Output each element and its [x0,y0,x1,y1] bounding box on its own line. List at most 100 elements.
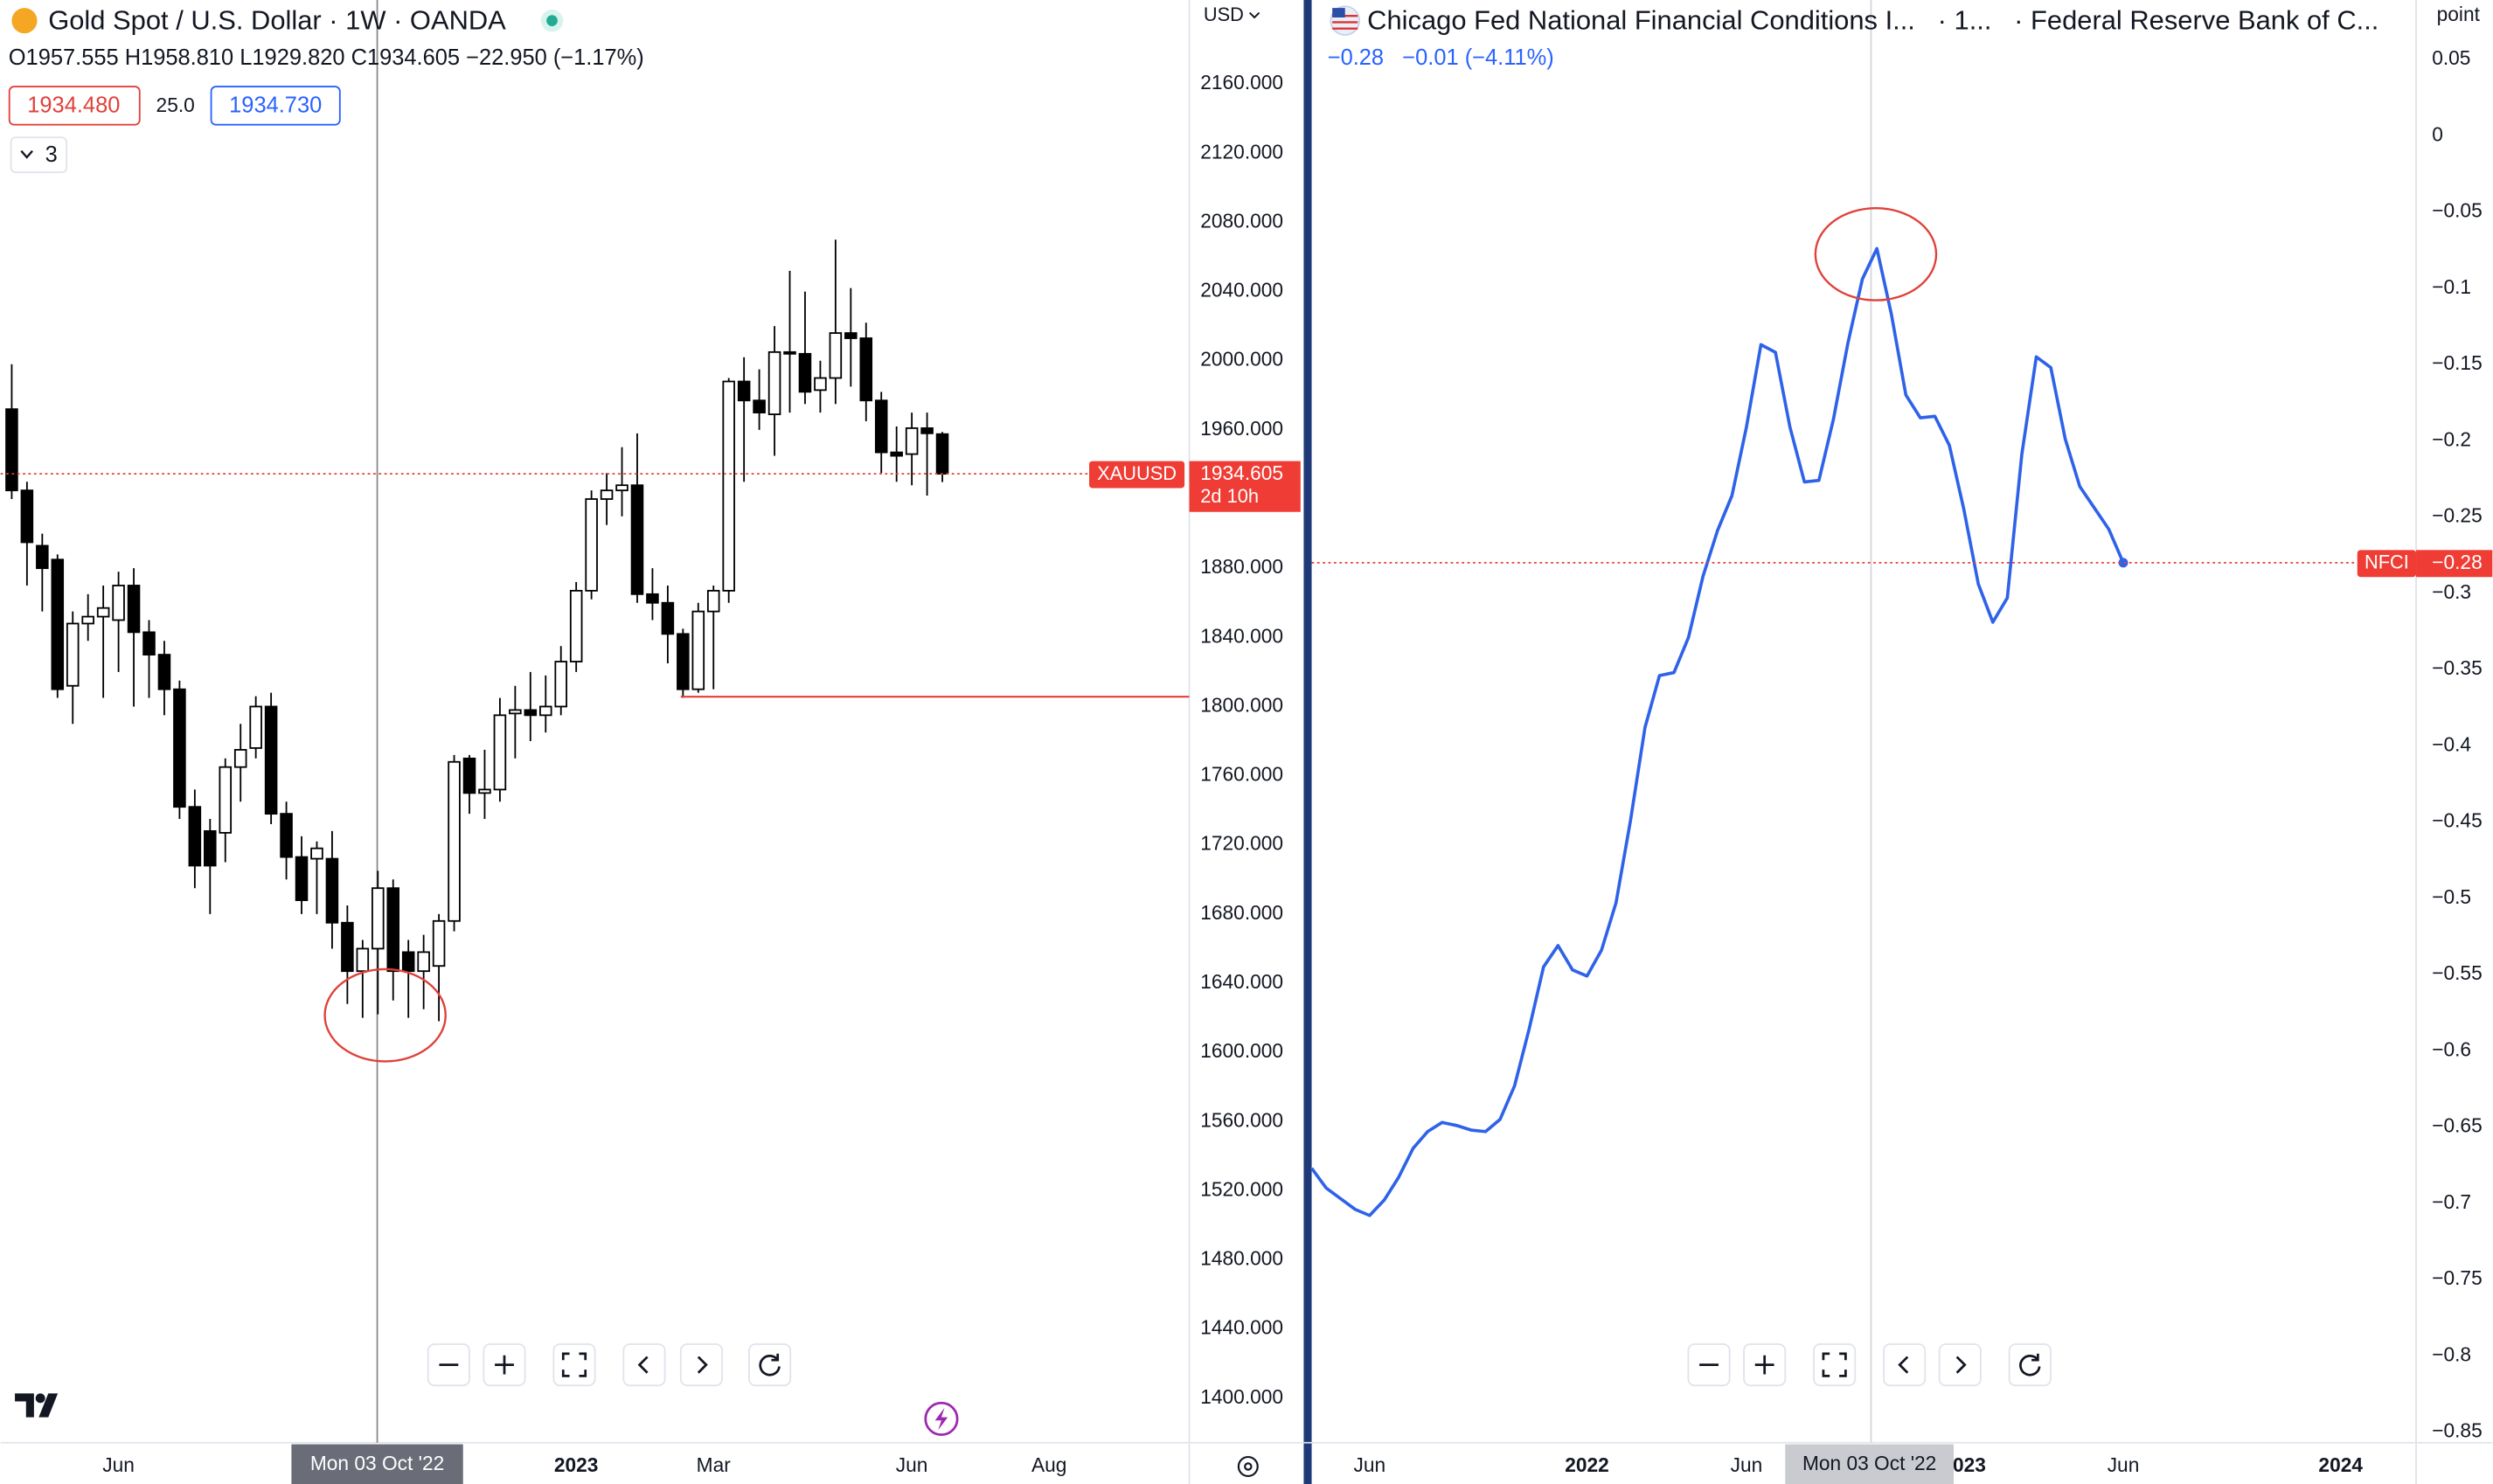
candle-body [386,887,400,973]
candle-body [493,714,507,791]
zoom-out-button[interactable] [427,1343,470,1387]
button-box[interactable] [622,1343,666,1387]
candle-body [814,377,827,392]
crosshair-time-box [291,1444,463,1484]
y-tick-label: −0.6 [2432,1037,2471,1060]
y-tick-label: −0.3 [2432,580,2471,603]
price-badge-text: 1934.605 [1200,461,1283,484]
y-tick-label: 0.05 [2432,46,2470,69]
button-icon [495,1355,514,1375]
logo-part [15,1393,34,1418]
candle-body [233,749,247,768]
indicators-toggle[interactable]: 3 [10,136,68,174]
candle-body [905,426,919,455]
candle-body [585,498,598,592]
pane-divider [1303,0,1312,1484]
reset-chart-button[interactable] [748,1343,792,1387]
candle-body [20,489,34,544]
button-box[interactable] [679,1343,723,1387]
button-box[interactable] [1813,1343,1857,1387]
sell-button[interactable] [8,86,141,126]
y-tick-label: 1760.000 [1200,763,1283,786]
y-tick-label: 2080.000 [1200,209,1283,232]
indicator-title[interactable]: Chicago Fed National Financial Condition… [1367,5,2378,36]
button-box[interactable] [1938,1343,1982,1387]
y-tick-label: 1800.000 [1200,693,1283,716]
x-tick-label: Mar [697,1453,732,1476]
candle-body [66,622,80,687]
scroll-left-button[interactable] [622,1343,666,1387]
button-box[interactable] [748,1343,792,1387]
scroll-left-button[interactable] [1883,1343,1927,1387]
indicator-count[interactable]: 3 [45,142,58,167]
currency-label[interactable]: USD [1204,3,1244,25]
candle-body [859,337,873,402]
candle-body [920,426,934,434]
buy-button[interactable] [210,86,341,126]
candle-body [280,813,293,858]
y-tick-label: −0.85 [2432,1419,2483,1442]
y-tick-label: 1440.000 [1200,1316,1283,1339]
settings-button[interactable] [1237,1456,1259,1478]
candle-body [538,705,552,717]
gear-icon[interactable] [1237,1456,1259,1478]
tradingview-logo[interactable] [15,1393,59,1418]
candle-body [204,829,217,867]
reset-chart-button[interactable] [2008,1343,2052,1387]
button-box[interactable] [1883,1343,1927,1387]
ask-price[interactable]: 1934.730 [229,94,322,118]
candle-body [722,380,735,592]
candle-body [890,451,903,457]
logo-part [35,1393,45,1404]
candle-body [737,380,751,402]
candle-body [448,760,461,922]
lightning-button[interactable] [924,1401,959,1437]
y-tick-label: −0.15 [2432,351,2483,374]
toggle-box[interactable] [10,136,68,174]
button-icon [1754,1355,1774,1375]
candle-body [432,919,446,967]
y-tick-label: 1520.000 [1200,1177,1283,1200]
button-box[interactable] [552,1343,596,1387]
bid-price[interactable]: 1934.480 [27,94,120,118]
ohlc-values: O1957.555 H1958.810 L1929.820 C1934.605 … [9,45,644,70]
ellipse-drawing [1814,206,1938,302]
candle-body [96,607,110,618]
button-box[interactable] [2008,1343,2052,1387]
zoom-in-button[interactable] [1743,1343,1787,1387]
candle-body [798,352,812,393]
zoom-out-button[interactable] [1687,1343,1731,1387]
symbol-title[interactable]: Gold Spot / U.S. Dollar · 1W · OANDA [48,5,506,36]
reset-zoom-button[interactable] [552,1343,596,1387]
y-tick-label: −0.45 [2432,809,2483,832]
x-tick-label: Jun [1731,1453,1763,1476]
logo-part [38,1393,59,1418]
candle-body [630,484,644,595]
line-series [1310,246,2125,1217]
last-price-marker: XAUUSD 1934.605 2d 10h [0,461,1301,512]
value-badge [2416,550,2493,578]
gear-hub [1244,1462,1253,1471]
candle-body [524,709,538,717]
candle-body [646,593,659,604]
chevron-icon [20,149,33,159]
x-tick-label: 2024 [2318,1453,2363,1476]
data-layer: 1400.000 1440.000 1480.000 1520.000 1560.000… [5,46,2483,1476]
y-tick-label: −0.55 [2432,961,2483,984]
candle-body [554,661,567,708]
candle-body [219,766,233,834]
candle-body [36,544,49,570]
button-icon [637,1356,649,1374]
candle-body [753,399,766,413]
button-icon [1822,1352,1847,1377]
scroll-right-button[interactable] [679,1343,723,1387]
reset-zoom-button[interactable] [1813,1343,1857,1387]
zoom-in-button[interactable] [483,1343,526,1387]
scroll-right-button[interactable] [1938,1343,1982,1387]
button-icon [2019,1353,2041,1377]
candle-body [372,887,385,950]
candle-body [417,951,430,973]
y-tick-label: −0.35 [2432,656,2483,679]
